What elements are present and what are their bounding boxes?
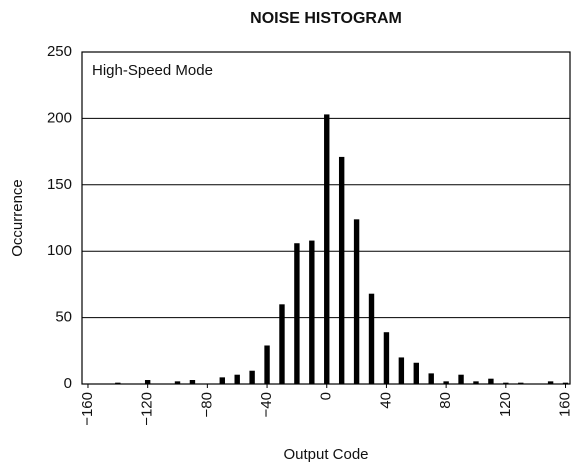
bar bbox=[518, 382, 524, 384]
bar bbox=[353, 219, 360, 384]
bar bbox=[174, 381, 181, 384]
bar bbox=[309, 240, 315, 384]
bar bbox=[562, 382, 569, 384]
bar bbox=[189, 380, 196, 384]
bar bbox=[547, 381, 554, 384]
bar bbox=[503, 382, 509, 384]
bar bbox=[219, 377, 225, 384]
bar bbox=[294, 243, 300, 384]
y-tick-label: 100 bbox=[47, 242, 72, 259]
bar bbox=[338, 156, 345, 384]
bar bbox=[458, 374, 464, 384]
bar bbox=[324, 114, 330, 384]
annotation: High-Speed Mode bbox=[92, 62, 213, 79]
bar bbox=[383, 332, 390, 384]
x-tick-label: 80 bbox=[437, 392, 454, 409]
bar bbox=[279, 304, 285, 384]
x-tick-label: 120 bbox=[497, 392, 514, 417]
bar bbox=[488, 378, 494, 384]
y-axis-label: Occurrence bbox=[9, 179, 26, 257]
y-tick-label: 50 bbox=[55, 309, 72, 326]
bar bbox=[443, 381, 449, 384]
bar bbox=[428, 373, 434, 384]
bar bbox=[398, 357, 405, 384]
x-tick-label: 0 bbox=[318, 392, 335, 400]
bar bbox=[144, 380, 151, 384]
y-tick-label: 150 bbox=[47, 176, 72, 193]
y-tick-label: 0 bbox=[64, 375, 72, 392]
x-tick-label: 40 bbox=[377, 392, 394, 409]
bar bbox=[413, 362, 419, 384]
x-tick-label: −40 bbox=[258, 392, 275, 417]
chart-title: NOISE HISTOGRAM bbox=[250, 10, 402, 27]
bar bbox=[249, 370, 255, 384]
x-tick-label: −80 bbox=[198, 392, 215, 417]
bar bbox=[473, 381, 479, 384]
x-tick-label: −120 bbox=[139, 392, 156, 426]
x-axis-label: Output Code bbox=[283, 446, 368, 463]
bar bbox=[115, 382, 121, 384]
bar bbox=[234, 374, 240, 384]
bar bbox=[264, 345, 270, 384]
bar bbox=[368, 293, 375, 384]
y-tick-label: 250 bbox=[47, 43, 72, 60]
y-tick-label: 200 bbox=[47, 109, 72, 126]
x-tick-label: 160 bbox=[556, 392, 573, 417]
x-tick-label: −160 bbox=[79, 392, 96, 426]
